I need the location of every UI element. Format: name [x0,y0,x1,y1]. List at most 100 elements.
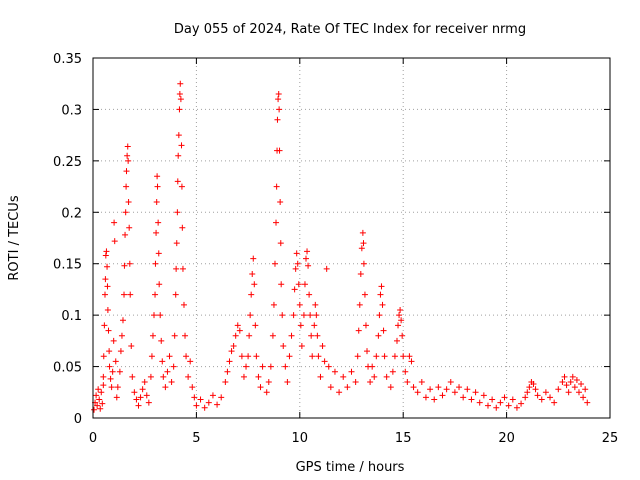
data-point [102,276,109,283]
data-point [228,348,235,355]
data-point [97,405,104,412]
data-point [439,392,446,399]
data-point [399,332,406,339]
data-point [304,248,311,255]
data-point [170,363,177,370]
data-point [538,396,545,403]
y-tick-label: 0.15 [53,258,82,273]
data-point [104,283,111,290]
data-point [367,379,374,385]
data-point [393,337,400,344]
data-point [214,401,221,408]
data-point [171,332,178,339]
data-point [172,291,179,298]
data-point [518,400,525,407]
x-tick-label: 25 [602,431,619,446]
data-point [126,260,133,267]
y-tick-label: 0.35 [53,52,82,67]
data-point [113,394,120,401]
data-point [176,106,183,113]
data-point [387,384,394,391]
data-point [309,353,316,360]
data-point [271,260,278,267]
data-point [164,368,171,375]
data-point [238,353,245,360]
data-point [505,402,512,409]
data-point [534,392,541,399]
data-point [104,263,111,270]
data-point [230,343,237,349]
data-point [344,384,351,391]
data-point [569,373,576,380]
data-point [257,384,264,391]
data-point [100,373,107,380]
data-point [547,394,554,401]
data-point [250,255,257,262]
data-point [100,353,107,360]
data-point [361,291,368,298]
data-point [362,322,369,329]
data-point [526,384,533,391]
data-point [277,199,284,205]
data-point [563,382,570,389]
data-point [162,384,169,391]
data-point [358,245,365,252]
data-point [176,91,183,97]
data-point [187,358,194,365]
data-point [377,291,384,298]
data-point [98,389,105,396]
data-point [106,348,113,355]
data-point [315,353,322,360]
data-point [153,229,160,236]
data-point [460,394,467,401]
data-point [252,322,259,329]
data-point [154,183,161,190]
data-point [418,379,425,385]
data-point [489,396,496,403]
data-point [277,240,284,247]
data-point [561,373,568,380]
data-point [497,399,504,406]
data-point [205,399,212,406]
data-point [348,368,355,375]
data-point [102,252,109,259]
data-point [128,343,135,349]
data-point [131,389,138,396]
data-point [125,199,132,205]
data-point [118,332,125,339]
data-point [263,389,270,396]
data-point [105,327,112,334]
data-point [493,404,500,411]
data-point [509,396,516,403]
data-point [178,183,185,190]
data-point [154,173,161,180]
data-point [584,399,591,406]
data-point [117,348,124,355]
data-point [274,116,281,123]
data-point [93,392,100,399]
data-point [308,332,315,339]
data-point [275,96,282,103]
data-point [123,183,130,190]
data-point [530,381,537,388]
data-point [246,332,253,339]
y-tick-label: 0.05 [53,361,82,376]
data-point [578,381,585,388]
data-point [273,219,280,226]
data-point [313,312,320,319]
data-point [340,373,347,380]
data-point [551,399,558,406]
data-point [484,402,491,409]
data-point [129,373,136,380]
data-point [435,384,442,391]
data-point [373,353,380,360]
data-point [379,301,386,308]
data-point [185,373,192,380]
data-point [286,353,293,360]
data-point [371,373,378,380]
data-point [155,250,162,257]
data-point [245,353,252,360]
data-point [395,322,402,329]
data-point [273,183,280,190]
